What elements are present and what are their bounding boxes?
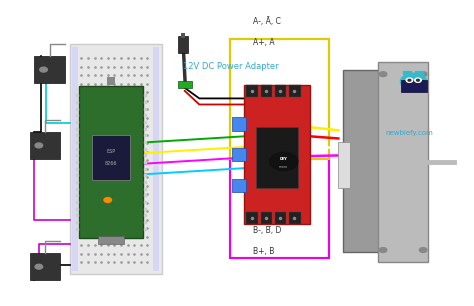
Circle shape [379, 248, 387, 252]
Bar [378, 62, 428, 262]
Bar [79, 86, 143, 238]
Bar [401, 80, 427, 92]
Bar [230, 39, 329, 258]
Bar [346, 86, 378, 238]
Text: A+, A: A+, A [254, 38, 275, 47]
Bar [70, 44, 162, 274]
Bar [232, 178, 246, 192]
Text: DIY: DIY [280, 157, 288, 161]
Bar [256, 127, 298, 188]
Bar [230, 159, 329, 258]
Circle shape [406, 78, 413, 82]
Circle shape [417, 79, 419, 81]
Text: A-, Ā, C: A-, Ā, C [254, 17, 282, 26]
Bar [72, 47, 78, 271]
Bar [232, 117, 246, 130]
Bar [230, 39, 329, 159]
Circle shape [401, 73, 427, 90]
Bar [30, 132, 60, 159]
Bar [261, 212, 273, 224]
Text: B+, B: B+, B [254, 247, 275, 256]
Circle shape [419, 248, 427, 252]
Bar [275, 212, 286, 224]
Circle shape [35, 143, 43, 148]
Bar [246, 212, 258, 224]
Bar [275, 85, 286, 97]
Bar [182, 33, 185, 38]
Bar [343, 69, 426, 252]
Bar [244, 85, 310, 224]
Text: 12V DC Power Adapter: 12V DC Power Adapter [183, 62, 278, 71]
Circle shape [379, 72, 387, 76]
Bar [98, 237, 124, 244]
Bar [92, 135, 130, 180]
Bar [289, 85, 301, 97]
Circle shape [270, 152, 298, 170]
Bar [153, 47, 159, 271]
Circle shape [408, 79, 411, 81]
Text: newbiefy.com: newbiefy.com [385, 130, 433, 136]
Bar [107, 77, 115, 85]
Circle shape [40, 67, 47, 72]
Text: 8266: 8266 [105, 161, 117, 166]
Text: B-, B̅, D: B-, B̅, D [254, 226, 282, 235]
Bar [30, 253, 60, 280]
Bar [246, 85, 258, 97]
Bar [178, 36, 189, 53]
Bar [232, 148, 246, 161]
Bar [289, 212, 301, 224]
Text: ESP: ESP [106, 149, 116, 154]
Circle shape [35, 264, 43, 269]
Circle shape [419, 72, 427, 76]
Circle shape [415, 78, 421, 82]
Bar [35, 56, 65, 83]
Circle shape [104, 198, 111, 203]
Text: more: more [279, 165, 288, 169]
Bar [338, 142, 350, 188]
Bar [178, 81, 192, 88]
Bar [261, 85, 273, 97]
